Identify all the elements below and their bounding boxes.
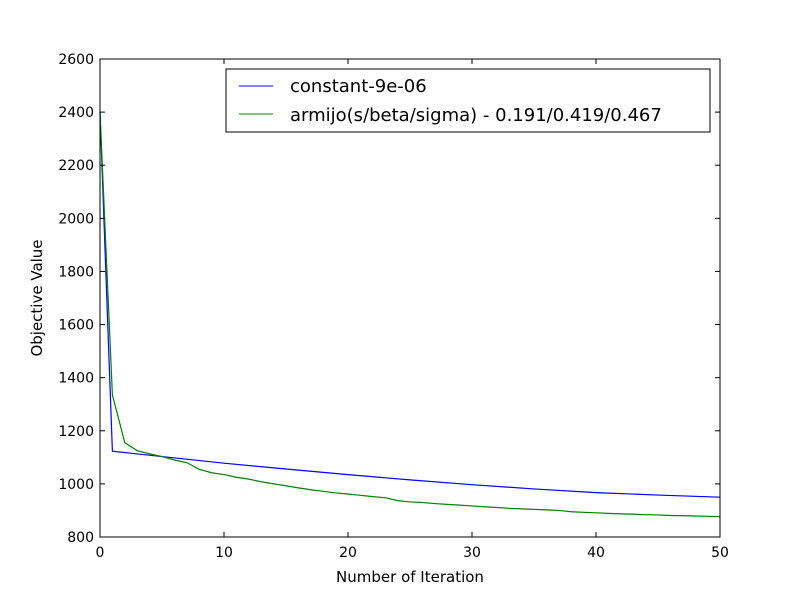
y-tick-label: 1200 — [58, 424, 94, 440]
y-axis-label: Objective Value — [28, 239, 46, 356]
x-tick-label: 40 — [587, 545, 605, 561]
y-tick-label: 800 — [67, 530, 94, 546]
y-tick-label: 2400 — [58, 105, 94, 121]
x-tick-label: 20 — [339, 545, 357, 561]
series-line-0 — [99, 112, 721, 498]
series-layer — [99, 112, 721, 518]
series-line-1 — [99, 112, 721, 518]
legend-frame — [225, 68, 711, 133]
x-tick-label: 0 — [96, 545, 105, 561]
ticks-layer: 0 10 20 30 40 50 800 1000 1200 1400 1600 1800 2000 22… — [58, 52, 729, 561]
plot-area-frame — [99, 58, 721, 538]
x-tick-label: 10 — [215, 545, 233, 561]
legend-label-constant: constant-9e-06 — [290, 76, 427, 97]
legend: constant-9e-06 armijo(s/beta/sigma) - 0.… — [225, 68, 711, 133]
x-tick-label: 50 — [711, 545, 729, 561]
y-tick-label: 1800 — [58, 264, 94, 280]
x-axis-label: Number of Iteration — [336, 568, 484, 586]
y-tick-label: 2000 — [58, 211, 94, 227]
x-tick-label: 30 — [463, 545, 481, 561]
legend-label-armijo: armijo(s/beta/sigma) - 0.191/0.419/0.467 — [290, 105, 662, 126]
y-tick-label: 1000 — [58, 477, 94, 493]
y-tick-label: 1600 — [58, 318, 94, 334]
y-tick-label: 1400 — [58, 371, 94, 387]
y-tick-label: 2200 — [58, 158, 94, 174]
y-tick-label: 2600 — [58, 52, 94, 68]
